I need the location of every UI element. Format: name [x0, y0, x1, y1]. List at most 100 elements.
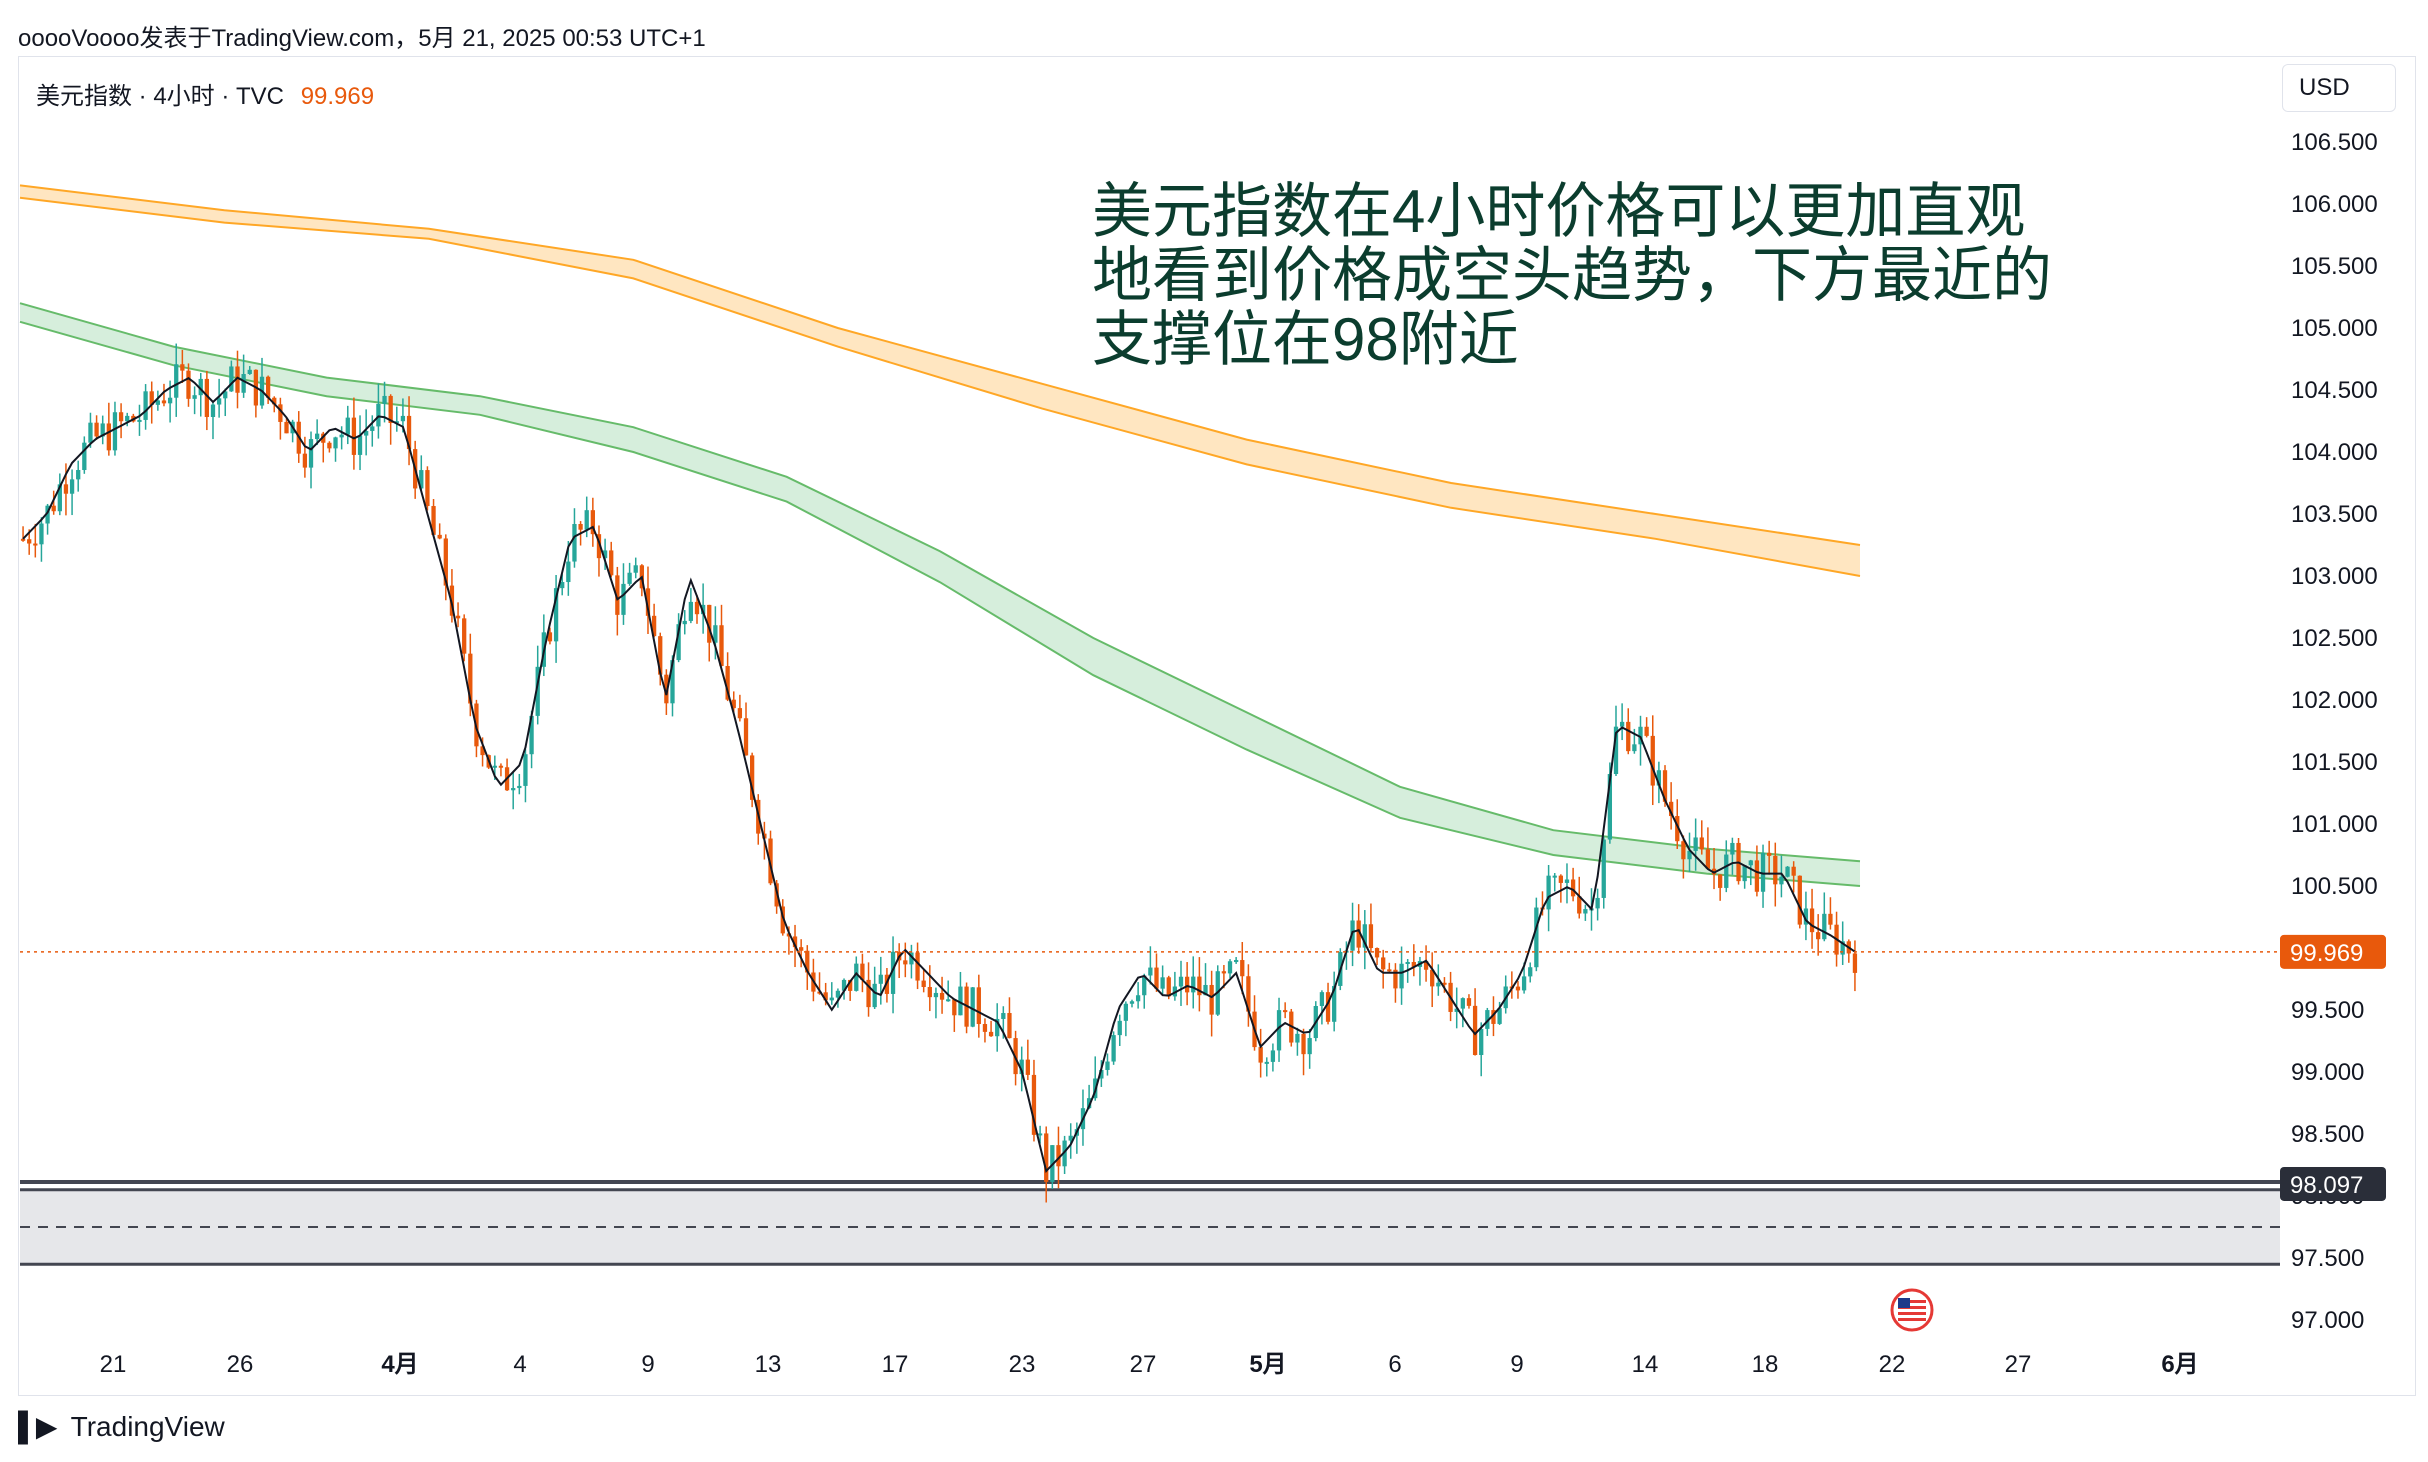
candle-body	[1718, 874, 1723, 888]
candle-body	[1601, 839, 1606, 898]
y-tick-label: 102.000	[2291, 687, 2378, 714]
candle-body	[308, 439, 314, 468]
candle-body	[180, 364, 185, 371]
support-price-tag	[2280, 1166, 2386, 1201]
candle-body	[768, 838, 773, 884]
candle-body	[155, 400, 160, 405]
candle-body	[143, 391, 148, 420]
support-zone	[20, 1189, 2280, 1265]
candle-body	[927, 987, 932, 998]
y-tick-label: 106.500	[2291, 129, 2378, 156]
candle-body	[223, 391, 228, 399]
candle-body	[1668, 801, 1674, 817]
candle-body	[1454, 1008, 1459, 1012]
candle-body	[492, 765, 497, 768]
candle-body	[1031, 1074, 1037, 1135]
candle-body	[707, 604, 712, 643]
candle-body	[1760, 852, 1766, 892]
candle-body	[265, 376, 271, 398]
tradingview-brand[interactable]: ▌▶ TradingView	[18, 1410, 225, 1443]
candle-body	[1730, 842, 1735, 855]
y-tick-label: 99.000	[2291, 1059, 2364, 1086]
candle-body	[1086, 1098, 1092, 1109]
candle-body	[517, 785, 522, 789]
last-price-tag	[2280, 934, 2386, 969]
brand-name: TradingView	[70, 1411, 225, 1442]
candle-body	[247, 369, 252, 375]
candle-body	[1405, 962, 1410, 965]
candle-body	[1754, 860, 1760, 892]
candle-body	[76, 470, 81, 480]
candle-body	[1687, 850, 1692, 860]
candle-body	[1742, 865, 1747, 882]
candle-body	[216, 398, 222, 405]
candle-body	[314, 433, 320, 440]
x-tick-label: 22	[1879, 1351, 1906, 1378]
candle-body	[1534, 907, 1539, 968]
candle-body	[125, 415, 130, 422]
candle-body	[1656, 770, 1662, 786]
candle-body	[1662, 770, 1668, 802]
candle-body	[1264, 1061, 1269, 1064]
candle-body	[1356, 920, 1361, 948]
candle-body	[376, 403, 381, 427]
y-tick-label: 102.500	[2291, 625, 2378, 652]
publisher-line: ooooVoooo发表于TradingView.com，5月 21, 2025 …	[18, 25, 706, 52]
candle-body	[357, 435, 363, 455]
candle-body	[1258, 1047, 1263, 1063]
candle-body	[498, 765, 504, 768]
us-flag-event-icon[interactable]	[1890, 1288, 1934, 1332]
x-tick-label: 4月	[381, 1351, 418, 1378]
candle-body	[1068, 1135, 1073, 1141]
candle-body	[1184, 976, 1190, 993]
symbol-last-price: 99.969	[300, 83, 375, 110]
candle-body	[633, 565, 638, 573]
symbol-legend[interactable]: 美元指数 · 4小时 · TVC 99.969	[36, 76, 374, 111]
candle-body	[866, 979, 871, 1008]
candle-body	[229, 366, 234, 392]
candle-body	[20, 538, 26, 541]
candle-body	[1460, 998, 1465, 1009]
candle-body	[1129, 1001, 1135, 1004]
candle-body	[1350, 920, 1355, 951]
candle-body	[327, 442, 332, 449]
candle-body	[817, 991, 822, 994]
candle-body	[1558, 875, 1564, 883]
candle-body	[1803, 908, 1809, 925]
candle-body	[1295, 1033, 1300, 1043]
x-tick-label: 5月	[1249, 1351, 1286, 1378]
candle-body	[903, 960, 908, 965]
candle-body	[511, 788, 516, 791]
candle-body	[1638, 726, 1643, 745]
candle-body	[743, 718, 749, 756]
candle-body	[39, 523, 44, 545]
candle-body	[664, 674, 669, 704]
annotation-line-3: 支撑位在98附近	[1092, 306, 1519, 373]
candle-body	[382, 395, 387, 404]
candle-body	[198, 378, 203, 396]
currency-button[interactable]: USD	[2282, 64, 2396, 112]
candle-body	[1528, 967, 1533, 977]
candle-body	[1626, 721, 1631, 752]
candle-body	[725, 666, 730, 700]
candle-body	[1644, 726, 1649, 736]
x-tick-label: 18	[1752, 1351, 1779, 1378]
candle-body	[204, 378, 210, 417]
candle-body	[82, 442, 87, 471]
candle-body	[915, 952, 920, 981]
candle-body	[394, 421, 399, 424]
candle-body	[1178, 976, 1184, 987]
candle-body	[713, 625, 718, 643]
candle-body	[1037, 1133, 1043, 1136]
candle-body	[1142, 975, 1147, 996]
candle-body	[1748, 860, 1753, 866]
ema-band-green-lower	[19, 320, 1861, 887]
candle-body	[1822, 913, 1827, 940]
candle-body	[823, 992, 828, 1001]
candle-body	[829, 997, 834, 1001]
candle-body	[1779, 876, 1784, 885]
candle-body	[1816, 932, 1821, 940]
candle-body	[69, 479, 75, 494]
symbol-name: 美元指数 · 4小时 · TVC	[36, 83, 285, 110]
